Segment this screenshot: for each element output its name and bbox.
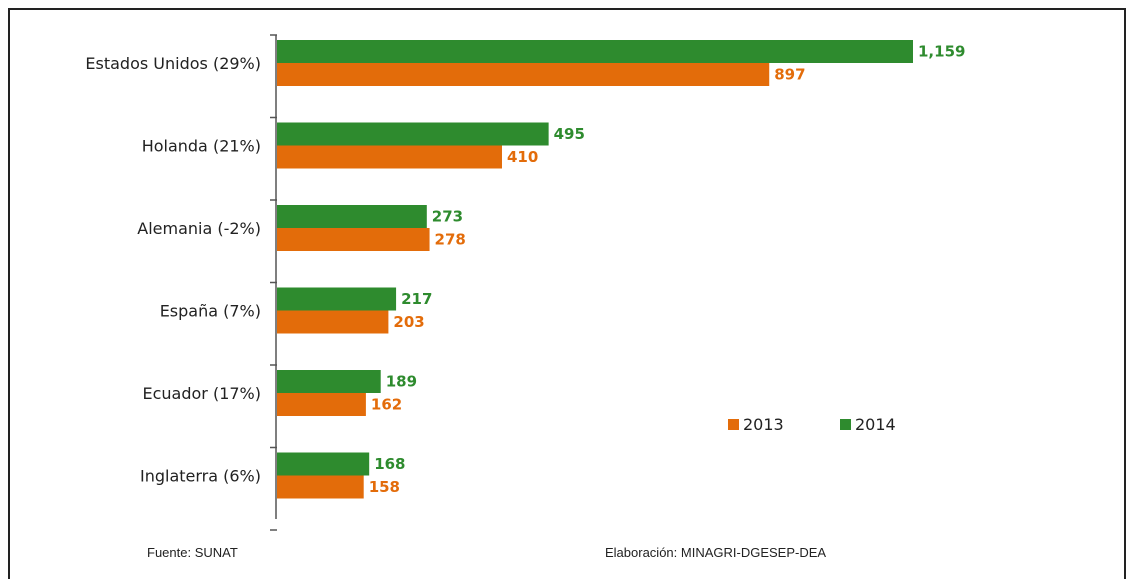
chart-frame xyxy=(8,8,1126,579)
category-label-espana-7: España (7%) xyxy=(160,302,261,321)
bar-2013-espana-7 xyxy=(277,310,389,334)
footer-source: Fuente: SUNAT xyxy=(147,545,238,560)
bar-2014-alemania-2 xyxy=(277,205,427,228)
legend-swatch-2014 xyxy=(840,419,851,430)
category-label-ecuador-17: Ecuador (17%) xyxy=(142,384,261,403)
value-label-2013-estados-unidos-29: 897 xyxy=(774,66,805,84)
value-label-2013-espana-7: 203 xyxy=(393,313,424,331)
legend-label-2013: 2013 xyxy=(743,415,784,434)
value-label-2013-alemania-2: 278 xyxy=(435,231,466,249)
legend-label-2014: 2014 xyxy=(855,415,896,434)
bar-2013-estados-unidos-29 xyxy=(277,63,770,86)
category-label-holanda-21: Holanda (21%) xyxy=(142,137,261,156)
legend-swatch-2013 xyxy=(728,419,739,430)
footer-credit: Elaboración: MINAGRI-DGESEP-DEA xyxy=(605,545,827,560)
value-label-2014-ecuador-17: 189 xyxy=(386,373,417,391)
category-label-alemania-2: Alemania (-2%) xyxy=(137,219,261,238)
category-label-estados-unidos-29: Estados Unidos (29%) xyxy=(85,54,261,73)
value-label-2014-espana-7: 217 xyxy=(401,290,432,308)
value-label-2014-holanda-21: 495 xyxy=(554,125,585,143)
bar-2014-inglaterra-6 xyxy=(277,452,370,476)
bar-2014-espana-7 xyxy=(277,287,397,311)
bar-2013-holanda-21 xyxy=(277,145,502,169)
category-label-inglaterra-6: Inglaterra (6%) xyxy=(140,467,261,486)
bar-2013-ecuador-17 xyxy=(277,393,366,416)
bar-2014-estados-unidos-29 xyxy=(277,40,913,63)
value-label-2014-inglaterra-6: 168 xyxy=(374,455,405,473)
value-label-2013-inglaterra-6: 158 xyxy=(369,478,400,496)
bar-2014-ecuador-17 xyxy=(277,370,381,393)
bar-2013-inglaterra-6 xyxy=(277,475,364,499)
value-label-2013-holanda-21: 410 xyxy=(507,148,538,166)
value-label-2014-alemania-2: 273 xyxy=(432,208,463,226)
bar-2013-alemania-2 xyxy=(277,228,430,251)
bar-2014-holanda-21 xyxy=(277,122,549,146)
value-label-2013-ecuador-17: 162 xyxy=(371,396,402,414)
value-label-2014-estados-unidos-29: 1,159 xyxy=(918,43,965,61)
